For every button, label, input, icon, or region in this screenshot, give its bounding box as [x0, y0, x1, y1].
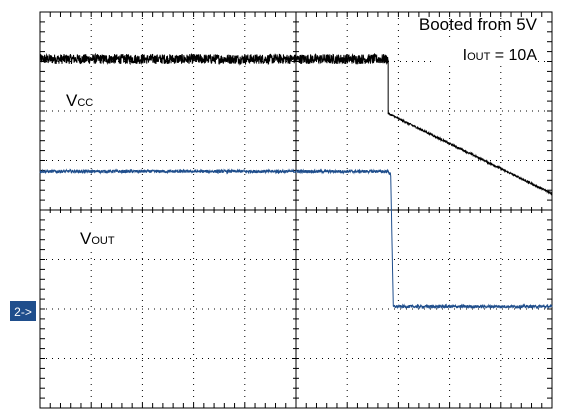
graticule — [40, 12, 552, 408]
vcc-label-main: V — [66, 91, 78, 110]
vcc-label-sub: CC — [77, 97, 93, 109]
boot-condition-label: Booted from 5V — [419, 15, 538, 34]
vout-label-sub: OUT — [91, 235, 115, 247]
channel-2-marker-label: 2-> — [14, 305, 32, 319]
channel-2-marker: 2-> — [10, 301, 36, 321]
iout-label-value: = 10A — [490, 47, 537, 64]
vout-label-main: V — [80, 229, 92, 248]
iout-label-sub: OUT — [467, 51, 491, 63]
